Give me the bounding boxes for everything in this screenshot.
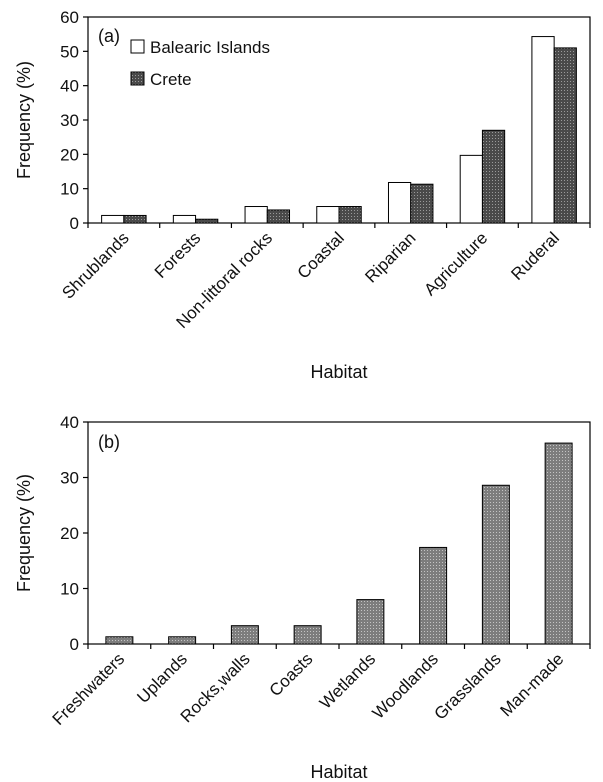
panel-a-category-label-agriculture: Agriculture <box>420 228 491 299</box>
panel-b-y-tick-label: 20 <box>60 524 79 543</box>
bar-balearic-islands-non-littoral-rocks <box>244 206 268 224</box>
panel-b-category-label-wetlands: Wetlands <box>316 649 379 712</box>
panel-a-category-label-coastal: Coastal <box>294 228 348 282</box>
panel-a-y-tick-label: 40 <box>60 77 79 96</box>
bar-grasslands <box>481 484 510 645</box>
legend-swatch-balearic <box>130 39 145 54</box>
bar-crete-coastal <box>338 206 362 224</box>
bar-rocks-walls <box>230 625 259 645</box>
bar-crete-shrublands <box>123 214 147 224</box>
panel-b-plot-frame <box>87 421 591 645</box>
bar-crete-non-littoral-rocks <box>266 209 291 224</box>
bar-balearic-islands-riparian <box>387 181 412 224</box>
bar-freshwaters <box>105 636 134 645</box>
panel-a-category-label-forests: Forests <box>151 228 205 282</box>
bar-balearic-islands-agriculture <box>459 154 483 224</box>
panel-b-category-label-coasts: Coasts <box>266 649 317 700</box>
bar-crete-riparian <box>410 183 434 224</box>
panel-a-y-tick-label: 0 <box>70 214 79 233</box>
panel-b-chart: (b) Frequency (%) Habitat 0 10 20 30 40 Fres… <box>14 413 591 782</box>
bar-crete-forests <box>195 218 219 224</box>
panel-a-y-tick-label: 20 <box>60 145 79 164</box>
panel-b-y-axis-title: Frequency (%) <box>14 474 34 592</box>
panel-b-y-tick-label: 40 <box>60 413 79 432</box>
bar-woodlands <box>419 546 448 645</box>
panel-b-category-label-uplands: Uplands <box>133 649 191 707</box>
panel-b-y-tick-label: 30 <box>60 469 79 488</box>
panel-a-legend: Balearic Islands Crete <box>130 38 270 89</box>
panel-a-y-tick-label: 10 <box>60 180 79 199</box>
bar-coasts <box>293 625 322 645</box>
bar-man-made <box>544 442 573 645</box>
panel-a-y-tick-label: 60 <box>60 8 79 27</box>
panel-a-y-axis-title: Frequency (%) <box>14 61 34 179</box>
panel-a-x-axis-title: Habitat <box>310 362 367 382</box>
bar-wetlands <box>356 599 385 645</box>
bar-balearic-islands-coastal <box>316 206 340 224</box>
panel-a-chart: (a) Frequency (%) Habitat Balearic Islan… <box>14 8 591 382</box>
panel-b-category-label-grasslands: Grasslands <box>430 649 504 723</box>
bar-balearic-islands-ruderal <box>531 36 555 224</box>
bar-crete-ruderal <box>553 47 577 224</box>
panel-b-y-tick-label: 10 <box>60 580 79 599</box>
panel-a-category-label-shrublands: Shrublands <box>58 228 132 302</box>
panel-b-category-label-man-made: Man-made <box>497 649 568 720</box>
legend-label-balearic: Balearic Islands <box>150 38 270 57</box>
bar-uplands <box>168 636 197 645</box>
bar-crete-agriculture <box>481 129 506 224</box>
legend-label-crete: Crete <box>150 70 192 89</box>
panel-b-y-tick-label: 0 <box>70 635 79 654</box>
bar-balearic-islands-shrublands <box>101 214 125 224</box>
panel-b-category-label-freshwaters: Freshwaters <box>49 649 129 729</box>
legend-swatch-crete <box>130 71 145 86</box>
panel-b-x-axis-title: Habitat <box>310 762 367 782</box>
panel-b-tag: (b) <box>98 432 120 452</box>
panel-a-y-tick-label: 50 <box>60 42 79 61</box>
panel-a-y-tick-label: 30 <box>60 111 79 130</box>
panel-a-category-label-riparian: Riparian <box>361 228 419 286</box>
panel-a-tag: (a) <box>98 26 120 46</box>
panel-a-category-label-ruderal: Ruderal <box>507 228 563 284</box>
bar-balearic-islands-forests <box>172 214 197 224</box>
